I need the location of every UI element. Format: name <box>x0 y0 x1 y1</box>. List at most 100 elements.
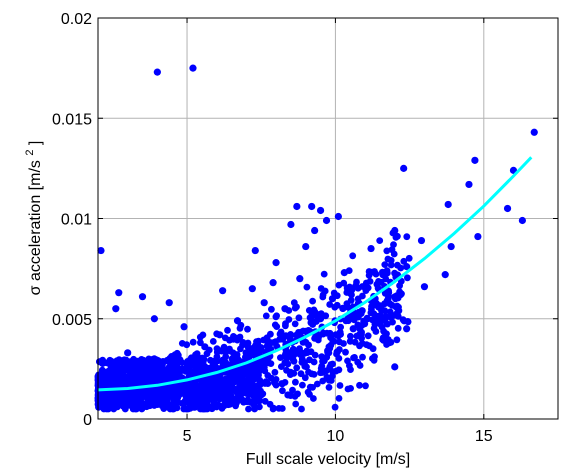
cloud-point <box>287 371 294 378</box>
cloud-point <box>229 395 237 403</box>
cloud-point <box>173 398 181 406</box>
cloud-point <box>390 241 397 249</box>
data-point <box>474 232 482 241</box>
cloud-point <box>366 278 374 285</box>
y-tick-label: 0.015 <box>52 111 92 128</box>
data-point <box>296 275 304 283</box>
cloud-point <box>230 336 237 343</box>
cloud-point <box>289 386 296 394</box>
cloud-point <box>375 303 382 311</box>
cloud-point <box>349 252 357 260</box>
cloud-point <box>325 376 333 384</box>
cloud-point <box>273 323 281 330</box>
data-point <box>379 271 387 279</box>
cloud-point <box>254 382 261 390</box>
data-point <box>444 200 452 209</box>
cloud-point <box>277 354 284 361</box>
cloud-point <box>255 371 262 379</box>
cloud-point <box>257 344 265 351</box>
cloud-point <box>173 404 181 412</box>
data-point <box>281 305 289 313</box>
cloud-point <box>271 368 279 376</box>
x-tick-label: 15 <box>475 428 493 445</box>
data-point <box>287 220 295 229</box>
cloud-point <box>327 361 335 368</box>
cloud-point <box>251 405 258 413</box>
cloud-point <box>261 397 269 405</box>
cloud-point <box>403 233 411 241</box>
cloud-point <box>287 331 294 338</box>
cloud-point <box>283 366 290 374</box>
cloud-point <box>244 325 251 333</box>
cloud-point <box>207 375 215 383</box>
data-point <box>171 351 179 359</box>
cloud-point <box>127 378 135 385</box>
cloud-point <box>100 375 108 383</box>
data-point <box>284 391 292 399</box>
cloud-point <box>387 261 395 269</box>
cloud-point <box>270 339 278 346</box>
data-point <box>260 299 268 307</box>
cloud-point <box>329 368 336 375</box>
cloud-point <box>285 316 293 323</box>
cloud-point <box>233 367 241 375</box>
cloud-point <box>176 382 183 390</box>
cloud-point <box>346 362 353 369</box>
cloud-point <box>225 374 233 382</box>
cloud-point <box>292 378 299 386</box>
cloud-point <box>188 385 195 392</box>
data-point <box>417 236 426 245</box>
data-point <box>518 216 526 225</box>
cloud-point <box>270 404 277 412</box>
cloud-point <box>119 403 127 410</box>
cloud-point <box>224 326 231 334</box>
cloud-point <box>229 349 237 357</box>
cloud-point <box>130 355 138 363</box>
cloud-point <box>234 355 242 363</box>
data-point <box>186 395 194 403</box>
cloud-point <box>404 274 411 282</box>
data-point <box>124 349 132 357</box>
cloud-point <box>206 384 214 391</box>
cloud-point <box>103 405 110 413</box>
cloud-point <box>295 314 303 322</box>
cloud-point <box>290 357 298 365</box>
cloud-point <box>393 336 401 344</box>
data-point <box>153 68 161 76</box>
cloud-point <box>185 367 193 375</box>
cloud-point <box>293 364 301 372</box>
cloud-point <box>310 371 318 378</box>
cloud-point <box>347 385 354 392</box>
cloud-point <box>344 303 352 311</box>
cloud-point <box>389 318 396 326</box>
data-point <box>370 299 378 307</box>
cloud-point <box>262 312 270 320</box>
cloud-point <box>243 370 250 377</box>
data-point <box>308 202 316 211</box>
cloud-point <box>320 270 328 278</box>
cloud-point <box>103 381 110 389</box>
cloud-point <box>310 358 318 366</box>
cloud-point <box>390 250 398 258</box>
data-point <box>165 299 173 307</box>
cloud-point <box>272 313 280 321</box>
cloud-point <box>174 359 182 367</box>
cloud-point <box>295 329 302 336</box>
y-tick-label: 0.01 <box>61 212 92 229</box>
cloud-point <box>340 279 348 287</box>
cloud-point <box>212 364 220 371</box>
cloud-point <box>197 361 205 369</box>
cloud-point <box>358 321 366 329</box>
sigma-symbol: σ <box>27 285 44 295</box>
data-point <box>316 315 325 323</box>
data-point <box>367 244 375 253</box>
cloud-point <box>115 369 123 377</box>
cloud-point <box>351 354 358 361</box>
cloud-point <box>319 291 327 299</box>
cloud-point <box>236 333 244 341</box>
cloud-point <box>337 323 344 331</box>
cloud-point <box>376 316 384 324</box>
cloud-point <box>339 305 347 312</box>
y-axis-label: σ acceleration [m/s 2 ] <box>20 141 44 296</box>
data-point <box>447 242 455 251</box>
